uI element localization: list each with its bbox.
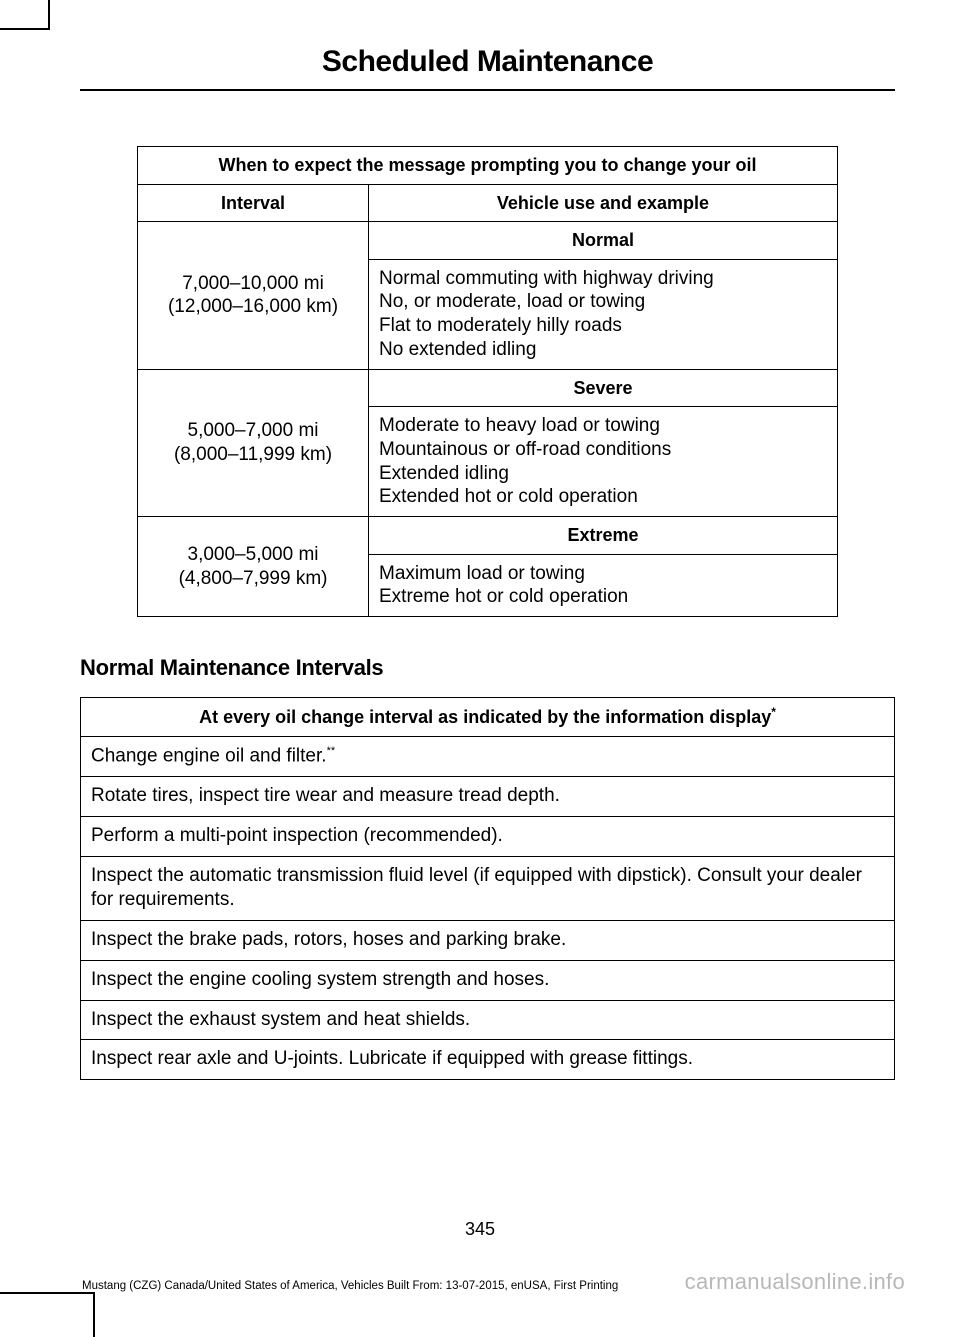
desc-extreme: Maximum load or towing Extreme hot or co…: [369, 554, 838, 617]
maint-item-6: Inspect the exhaust system and heat shie…: [81, 1000, 895, 1040]
page-content: Scheduled Maintenance When to expect the…: [0, 0, 960, 1120]
title-rule: [80, 89, 895, 91]
category-severe: Severe: [369, 369, 838, 407]
maint-item-3: Inspect the automatic transmission fluid…: [81, 856, 895, 920]
oil-change-interval-table: When to expect the message prompting you…: [137, 146, 838, 617]
crop-mark-bottom-left: [0, 1292, 95, 1337]
maint-item-2: Perform a multi-point inspection (recomm…: [81, 817, 895, 857]
interval-normal: 7,000–10,000 mi(12,000–16,000 km): [138, 222, 369, 370]
maintenance-intervals-table: At every oil change interval as indicate…: [80, 697, 895, 1080]
maint-item-0: Change engine oil and filter.**: [81, 737, 895, 777]
table2-header: At every oil change interval as indicate…: [81, 698, 895, 737]
desc-severe: Moderate to heavy load or towing Mountai…: [369, 407, 838, 517]
watermark: carmanualsonline.info: [685, 1269, 905, 1295]
desc-normal: Normal commuting with highway driving No…: [369, 259, 838, 369]
page-title: Scheduled Maintenance: [80, 45, 895, 89]
category-extreme: Extreme: [369, 517, 838, 555]
table1-header-interval: Interval: [138, 184, 369, 222]
table1-header-vehicle: Vehicle use and example: [369, 184, 838, 222]
footer-text: Mustang (CZG) Canada/United States of Am…: [82, 1280, 618, 1292]
section-heading: Normal Maintenance Intervals: [80, 655, 895, 681]
table1-caption: When to expect the message prompting you…: [138, 147, 838, 185]
category-normal: Normal: [369, 222, 838, 260]
maint-item-1: Rotate tires, inspect tire wear and meas…: [81, 777, 895, 817]
page-number: 345: [0, 1219, 960, 1240]
interval-severe: 5,000–7,000 mi(8,000–11,999 km): [138, 369, 369, 517]
maint-item-7: Inspect rear axle and U-joints. Lubricat…: [81, 1040, 895, 1080]
maint-item-4: Inspect the brake pads, rotors, hoses an…: [81, 921, 895, 961]
maint-item-5: Inspect the engine cooling system streng…: [81, 960, 895, 1000]
crop-mark-top-left: [0, 0, 50, 30]
interval-extreme: 3,000–5,000 mi(4,800–7,999 km): [138, 517, 369, 617]
